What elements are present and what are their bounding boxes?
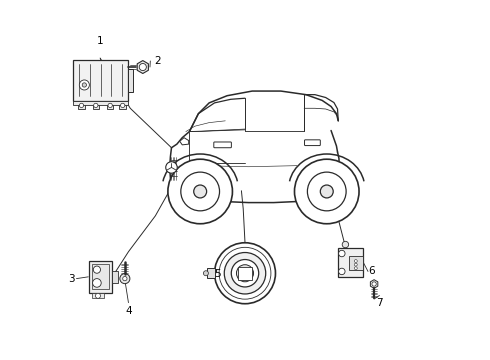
Circle shape bbox=[93, 266, 100, 273]
Circle shape bbox=[320, 185, 333, 198]
Circle shape bbox=[219, 247, 271, 299]
Bar bbox=[78, 101, 85, 109]
Circle shape bbox=[307, 172, 346, 211]
Bar bbox=[112, 271, 118, 283]
Text: 5: 5 bbox=[214, 269, 221, 279]
Bar bbox=[92, 293, 104, 298]
Text: 2: 2 bbox=[155, 56, 161, 66]
Circle shape bbox=[194, 185, 207, 198]
Circle shape bbox=[339, 268, 345, 275]
Circle shape bbox=[168, 159, 232, 224]
Text: 3: 3 bbox=[68, 274, 74, 284]
Circle shape bbox=[339, 250, 345, 257]
Bar bbox=[207, 268, 215, 278]
Text: 7: 7 bbox=[376, 298, 383, 309]
Circle shape bbox=[231, 260, 259, 287]
Circle shape bbox=[342, 241, 349, 248]
Text: 6: 6 bbox=[368, 266, 375, 276]
Bar bbox=[73, 101, 128, 105]
Circle shape bbox=[93, 279, 101, 287]
Polygon shape bbox=[180, 138, 189, 145]
Circle shape bbox=[96, 293, 100, 298]
Circle shape bbox=[354, 260, 357, 262]
Circle shape bbox=[166, 162, 177, 173]
FancyBboxPatch shape bbox=[304, 140, 320, 145]
Bar bbox=[338, 248, 363, 277]
Circle shape bbox=[181, 172, 220, 211]
Circle shape bbox=[215, 243, 275, 304]
Bar bbox=[349, 256, 363, 270]
Circle shape bbox=[79, 80, 89, 90]
Circle shape bbox=[139, 63, 147, 71]
Text: 1: 1 bbox=[97, 36, 103, 45]
FancyBboxPatch shape bbox=[214, 142, 231, 148]
Circle shape bbox=[203, 271, 208, 276]
Circle shape bbox=[237, 265, 253, 282]
Circle shape bbox=[372, 282, 376, 286]
Bar bbox=[128, 69, 133, 92]
Polygon shape bbox=[370, 280, 378, 288]
Bar bbox=[89, 261, 112, 293]
Circle shape bbox=[294, 159, 359, 224]
Bar bbox=[238, 266, 252, 280]
Bar bbox=[93, 101, 99, 109]
Circle shape bbox=[120, 274, 130, 284]
Circle shape bbox=[354, 263, 357, 266]
Bar bbox=[120, 101, 126, 109]
Circle shape bbox=[121, 103, 125, 108]
Polygon shape bbox=[137, 60, 148, 73]
Circle shape bbox=[354, 267, 357, 270]
Bar bbox=[92, 264, 109, 289]
Bar bbox=[107, 101, 113, 109]
Circle shape bbox=[79, 103, 84, 108]
Text: 4: 4 bbox=[125, 306, 132, 316]
Bar bbox=[73, 60, 128, 101]
Circle shape bbox=[224, 252, 266, 294]
Circle shape bbox=[82, 83, 87, 87]
Circle shape bbox=[108, 103, 112, 108]
Circle shape bbox=[122, 276, 127, 281]
Circle shape bbox=[94, 103, 98, 108]
